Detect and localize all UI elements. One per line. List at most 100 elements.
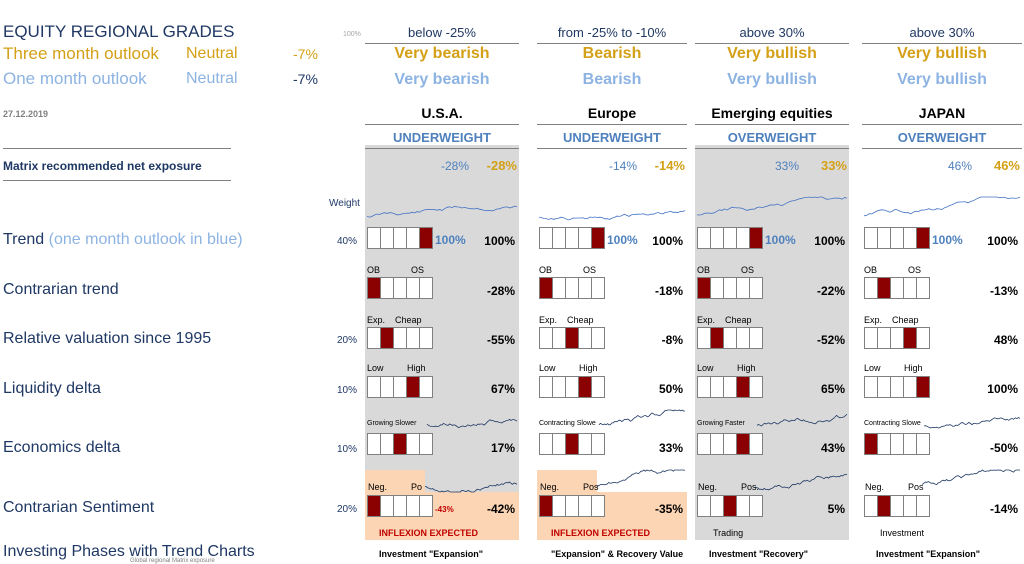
gauge-cell [578,433,592,455]
hundred-percent-mark: 100% [343,31,361,38]
liquidity-gauge [367,376,433,398]
gauge-cell [367,433,381,455]
gauge-cell [697,277,711,299]
gauge-cell [723,277,737,299]
gauge-cell [393,495,407,517]
trend-value: 100% [814,234,845,248]
rating-badge: UNDERWEIGHT [563,130,661,145]
liquidity-value: 50% [658,382,683,396]
three-month-grade: Very bearish [394,45,490,62]
gauge-cell [565,327,579,349]
gauge-cell [552,227,566,249]
sentiment-value: -42% [486,502,515,516]
contrarian-value: -28% [486,284,515,298]
valuation-exp-label: Exp. [864,315,883,325]
valuation-gauge [539,327,605,349]
gauge-cell [736,433,750,455]
gauge-cell [697,495,711,517]
gauge-cell [916,277,930,299]
investment-phase: Investment "Expansion" [379,549,484,559]
contrarian-os-label: OS [741,265,755,275]
exposure-gold: -28% [486,158,517,173]
liquidity-low-label: Low [697,363,714,373]
gauge-cell [890,227,904,249]
exposure-blue: -14% [608,159,637,173]
valuation-gauge [367,327,433,349]
trend-row-label: Trend (one month outlook in blue) [3,231,243,248]
gauge-cell [723,327,737,349]
inflexion-status: INFLEXION EXPECTED [379,528,479,538]
trend-gauge [367,227,433,249]
economics-value: 33% [658,441,683,455]
contrarian-os-label: OS [583,265,597,275]
contrarian-ob-label: OB [697,265,711,275]
gauge-cell [877,277,891,299]
gauge-cell [419,227,433,249]
liquidity-gauge [697,376,763,398]
gauge-cell [591,433,605,455]
gauge-cell [749,327,763,349]
divider [365,124,519,125]
trend-sparkline [863,196,1021,217]
gauge-cell [890,376,904,398]
liquidity-value: 100% [987,382,1018,396]
gauge-cell [916,227,930,249]
gauge-cell [539,227,553,249]
gauge-cell [916,327,930,349]
sentiment-neg-label: Neg. [540,482,560,492]
gauge-cell [710,376,724,398]
three-month-grade: Bearish [582,45,642,62]
gauge-cell [723,227,737,249]
gauge-cell [552,327,566,349]
gauge-cell [539,327,553,349]
gauge-cell [393,376,407,398]
exposure-blue: -28% [440,159,469,173]
contrarian-value: -22% [816,284,845,298]
valuation-gauge [697,327,763,349]
valuation-cheap-label: Cheap [567,315,594,325]
gauge-cell [380,376,394,398]
valuation-value: -52% [816,333,845,347]
valuation-cheap-label: Cheap [395,315,422,325]
gauge-cell [578,376,592,398]
sentiment-value: -35% [654,502,683,516]
valuation-exp-label: Exp. [539,315,558,325]
valuation-row-label: Relative valuation since 1995 [3,330,212,347]
contrarian-ob-label: OB [864,265,878,275]
liquidity-high-label: High [737,363,756,373]
gauge-cell [749,376,763,398]
sentiment-gauge [697,495,763,517]
trend-one-month-value: 100% [435,233,466,247]
gauge-cell [565,433,579,455]
contrarian-ob-label: OB [367,265,381,275]
economics-label: Contracting Slowe [864,420,921,427]
sentiment-sparkline [424,481,518,493]
gauge-cell [406,376,420,398]
gauge-cell [578,327,592,349]
gauge-cell [723,433,737,455]
gauge-cell [419,433,433,455]
gauge-cell [367,495,381,517]
gauge-cell [419,277,433,299]
economics-gauge [539,433,605,455]
gauge-cell [877,327,891,349]
economics-sparkline [756,413,848,427]
inflexion-status: Investment [880,528,925,538]
divider [537,124,687,125]
divider [3,148,231,149]
trend-gauge [864,227,930,249]
gauge-cell [697,376,711,398]
gauge-cell [565,495,579,517]
gauge-cell [393,327,407,349]
trend-value: 100% [987,234,1018,248]
gauge-cell [877,495,891,517]
region-name: Emerging equities [711,105,833,121]
gauge-cell [877,227,891,249]
divider [695,43,849,44]
gauge-cell [419,327,433,349]
gauge-cell [710,327,724,349]
range-label: above 30% [909,25,975,40]
gauge-cell [903,327,917,349]
gauge-cell [578,227,592,249]
gauge-cell [710,495,724,517]
